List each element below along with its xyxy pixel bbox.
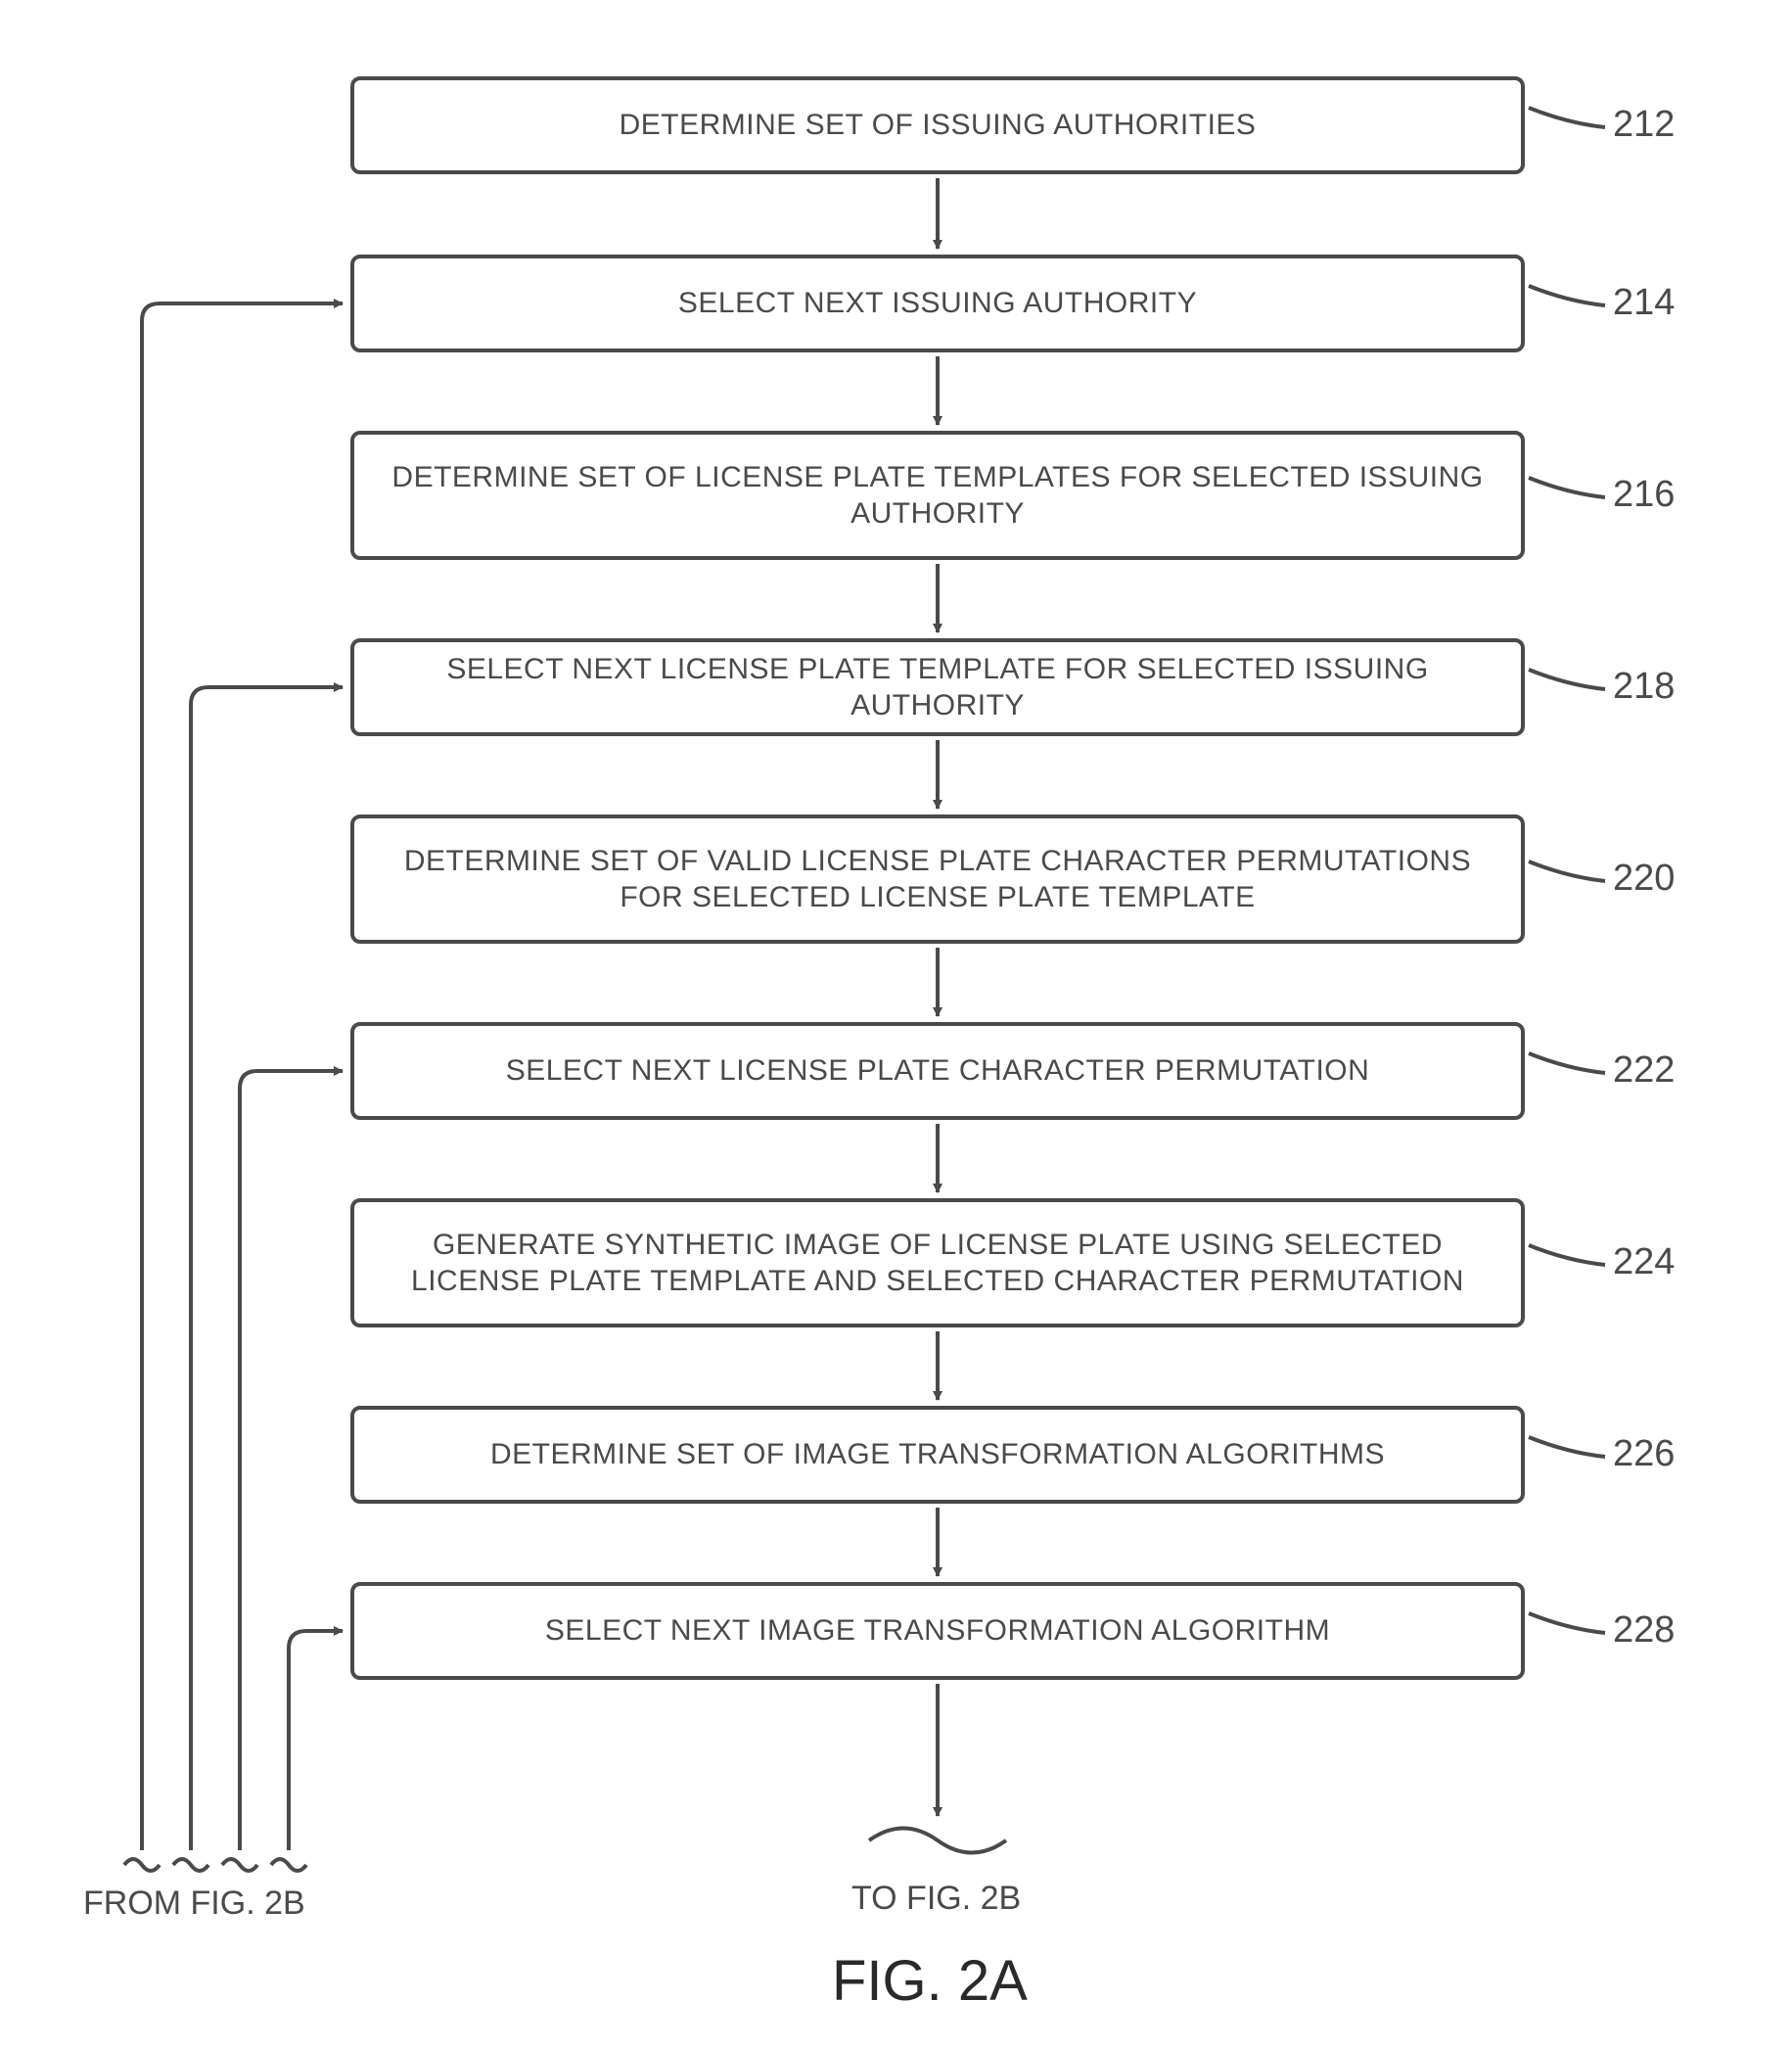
step-text: DETERMINE SET OF VALID LICENSE PLATE CHA… — [374, 843, 1501, 916]
step-box-216: DETERMINE SET OF LICENSE PLATE TEMPLATES… — [350, 431, 1525, 560]
step-box-222: SELECT NEXT LICENSE PLATE CHARACTER PERM… — [350, 1022, 1525, 1120]
step-text: SELECT NEXT LICENSE PLATE TEMPLATE FOR S… — [374, 651, 1501, 724]
to-label: TO FIG. 2B — [851, 1880, 1021, 1918]
step-box-212: DETERMINE SET OF ISSUING AUTHORITIES — [350, 76, 1525, 174]
figure-title: FIG. 2A — [832, 1948, 1028, 2014]
step-text: DETERMINE SET OF ISSUING AUTHORITIES — [620, 107, 1257, 144]
ref-label-228: 228 — [1613, 1609, 1675, 1652]
step-box-214: SELECT NEXT ISSUING AUTHORITY — [350, 255, 1525, 352]
step-box-218: SELECT NEXT LICENSE PLATE TEMPLATE FOR S… — [350, 638, 1525, 736]
step-text: GENERATE SYNTHETIC IMAGE OF LICENSE PLAT… — [374, 1227, 1501, 1300]
ref-label-222: 222 — [1613, 1049, 1675, 1092]
ref-label-212: 212 — [1613, 104, 1675, 146]
ref-label-216: 216 — [1613, 474, 1675, 516]
step-box-220: DETERMINE SET OF VALID LICENSE PLATE CHA… — [350, 814, 1525, 944]
step-box-228: SELECT NEXT IMAGE TRANSFORMATION ALGORIT… — [350, 1582, 1525, 1680]
ref-label-218: 218 — [1613, 666, 1675, 708]
ref-label-226: 226 — [1613, 1433, 1675, 1475]
step-text: DETERMINE SET OF IMAGE TRANSFORMATION AL… — [490, 1436, 1385, 1473]
step-text: SELECT NEXT ISSUING AUTHORITY — [678, 285, 1197, 322]
step-box-224: GENERATE SYNTHETIC IMAGE OF LICENSE PLAT… — [350, 1198, 1525, 1327]
flowchart-canvas: FIG. 2A TO FIG. 2B FROM FIG. 2B DETERMIN… — [0, 0, 1792, 2047]
ref-label-220: 220 — [1613, 858, 1675, 900]
step-text: SELECT NEXT LICENSE PLATE CHARACTER PERM… — [506, 1052, 1370, 1090]
step-text: DETERMINE SET OF LICENSE PLATE TEMPLATES… — [374, 459, 1501, 533]
step-box-226: DETERMINE SET OF IMAGE TRANSFORMATION AL… — [350, 1406, 1525, 1504]
step-text: SELECT NEXT IMAGE TRANSFORMATION ALGORIT… — [545, 1612, 1330, 1650]
ref-label-214: 214 — [1613, 282, 1675, 324]
from-label: FROM FIG. 2B — [83, 1884, 305, 1923]
ref-label-224: 224 — [1613, 1241, 1675, 1283]
